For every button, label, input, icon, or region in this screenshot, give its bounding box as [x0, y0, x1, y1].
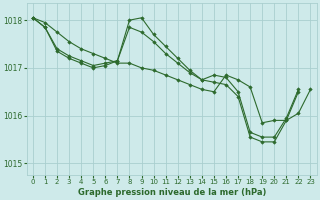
X-axis label: Graphe pression niveau de la mer (hPa): Graphe pression niveau de la mer (hPa) — [77, 188, 266, 197]
